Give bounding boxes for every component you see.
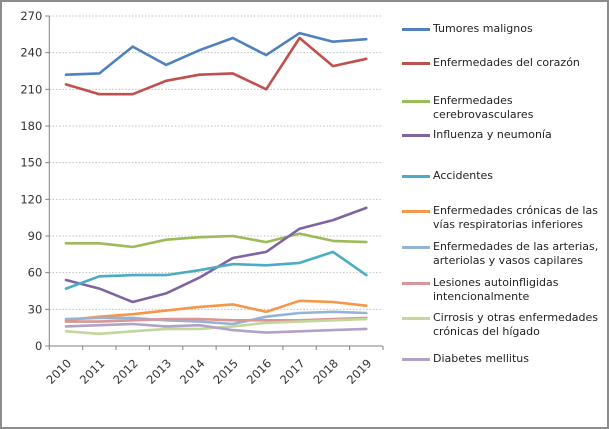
- x-tick-label: 2014: [177, 356, 208, 387]
- series-line-3: [64, 232, 368, 249]
- y-tick-label: 210: [20, 82, 42, 96]
- x-tick-label: 2016: [244, 356, 275, 387]
- x-tick-label: 2013: [144, 356, 175, 387]
- y-tick-label: 150: [20, 156, 42, 170]
- series-line-6: [64, 299, 368, 322]
- y-tick-label: 60: [28, 266, 43, 280]
- series-line-7: [64, 310, 368, 326]
- x-tick-label: 2012: [110, 356, 141, 387]
- y-tick-label: 240: [20, 46, 42, 60]
- y-tick-label: 90: [28, 229, 43, 243]
- y-tick-label: 30: [28, 302, 43, 316]
- x-tick-label: 2010: [44, 356, 75, 387]
- y-tick-label: 180: [20, 119, 42, 133]
- x-tick-label: 2011: [77, 356, 108, 387]
- y-tick-label: 270: [20, 9, 42, 23]
- series-line-10: [64, 322, 368, 334]
- x-tick-label: 2018: [310, 356, 341, 387]
- x-tick-label: 2015: [210, 356, 241, 387]
- y-tick-label: 0: [35, 339, 42, 353]
- x-tick-label: 2019: [344, 356, 375, 387]
- series-line-1: [64, 31, 368, 76]
- series-line-5: [64, 250, 368, 290]
- series-line-2: [64, 36, 368, 96]
- y-tick-label: 120: [20, 192, 42, 206]
- x-tick-label: 2017: [277, 356, 308, 387]
